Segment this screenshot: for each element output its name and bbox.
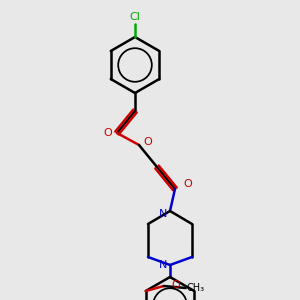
Text: O: O bbox=[171, 280, 180, 290]
Text: O: O bbox=[184, 179, 192, 189]
Text: CH₃: CH₃ bbox=[187, 283, 205, 293]
Text: O: O bbox=[144, 137, 152, 147]
Text: Cl: Cl bbox=[130, 12, 140, 22]
Text: N: N bbox=[159, 209, 167, 219]
Text: N: N bbox=[159, 260, 167, 270]
Text: O: O bbox=[103, 128, 112, 138]
